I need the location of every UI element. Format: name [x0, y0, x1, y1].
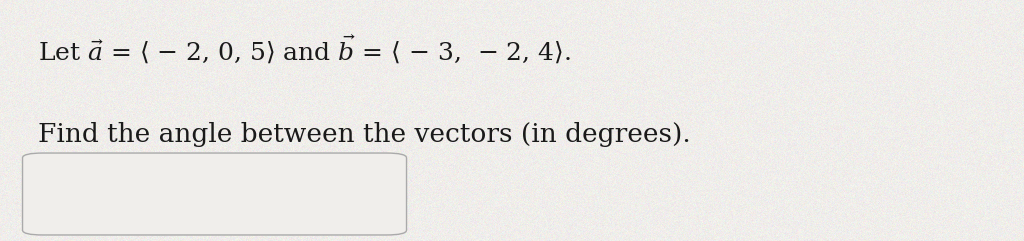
Text: Find the angle between the vectors (in degrees).: Find the angle between the vectors (in d…: [38, 122, 690, 147]
FancyBboxPatch shape: [23, 153, 407, 235]
Text: Let $\vec{a}$ = $\langle$ $-$ 2, 0, 5$\rangle$ and $\vec{b}$ = $\langle$ $-$ 3, : Let $\vec{a}$ = $\langle$ $-$ 2, 0, 5$\r…: [38, 32, 571, 65]
